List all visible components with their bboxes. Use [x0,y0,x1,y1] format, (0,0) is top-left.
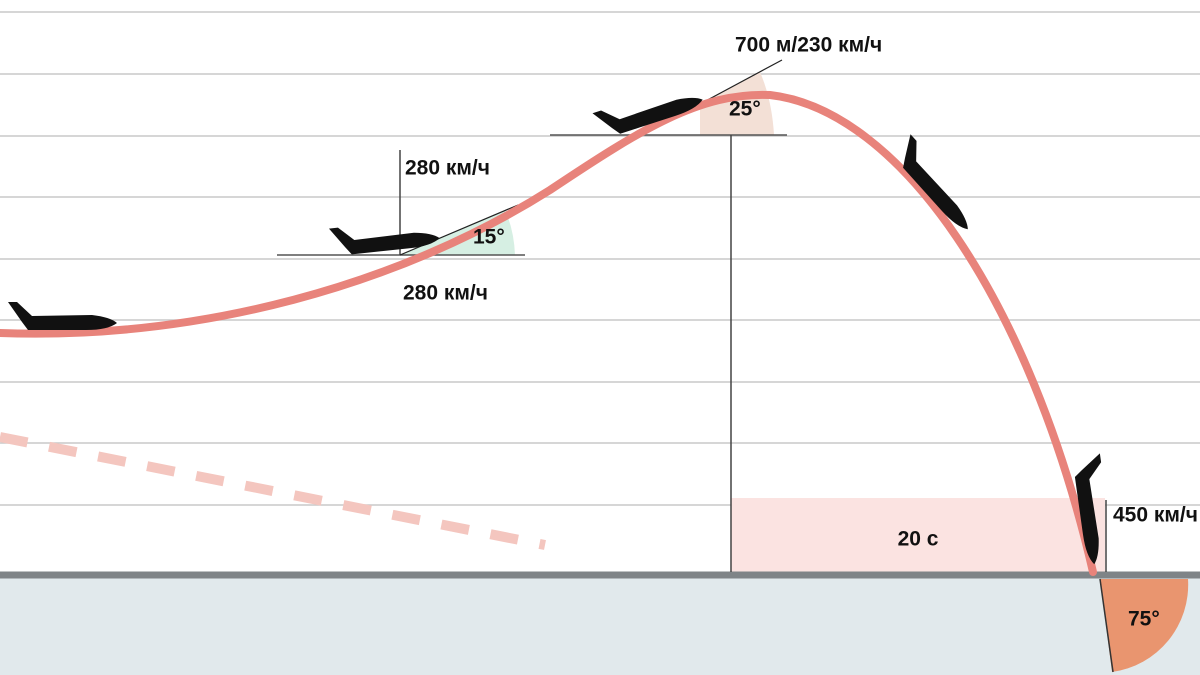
impact-line [1099,578,1114,673]
impact-angle-wedge [1100,579,1189,672]
impact-speed: 450 км/ч [1113,504,1198,527]
speed-label: 280 км/ч [403,282,488,305]
peak-angle-wedge [700,72,774,135]
tangent-line [699,59,783,105]
fall-time: 20 с [898,528,939,551]
climb-angle: 15° [473,226,505,249]
plane [8,302,117,330]
impact-angle: 75° [1128,608,1160,631]
peak-label: 700 м/230 км/ч [735,34,882,57]
fall-time-area [731,498,1105,572]
speed-label: 280 км/ч [405,157,490,180]
ground [0,578,1200,675]
normal-path [0,432,546,550]
grid [0,11,1200,506]
peak-angle: 25° [729,98,761,121]
plane [889,134,984,234]
